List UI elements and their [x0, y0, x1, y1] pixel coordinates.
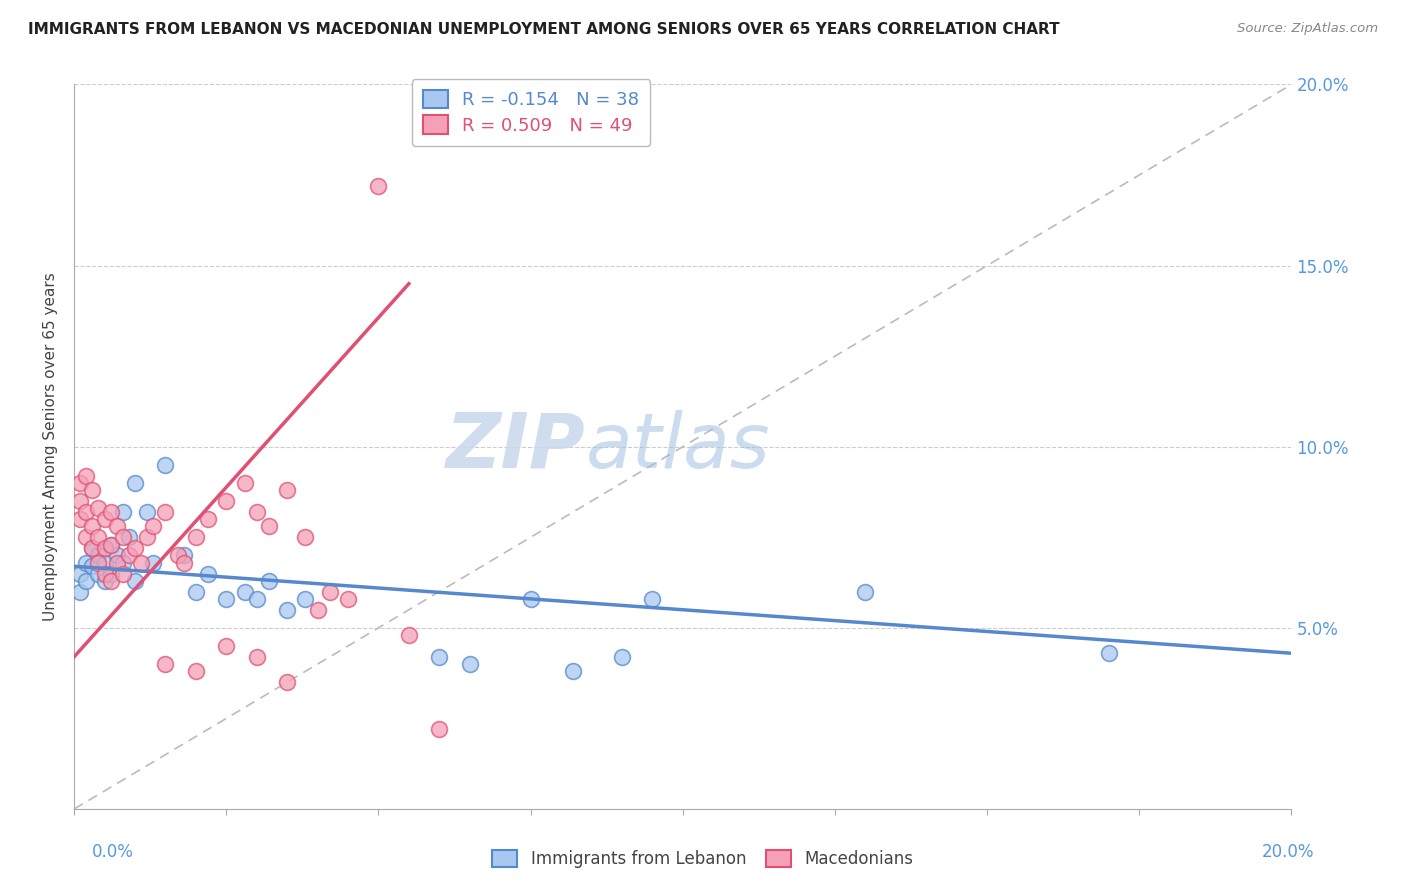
Point — [246, 591, 269, 606]
Point — [276, 483, 298, 498]
Point — [93, 541, 115, 556]
Point — [118, 549, 141, 563]
Point — [184, 530, 207, 544]
Point — [87, 501, 110, 516]
Point — [155, 505, 177, 519]
Point — [69, 566, 91, 581]
Point — [294, 591, 316, 606]
Text: 20.0%: 20.0% — [1263, 843, 1315, 861]
Point — [75, 468, 97, 483]
Point — [93, 556, 115, 570]
Point — [100, 537, 122, 551]
Point — [82, 483, 104, 498]
Point — [155, 458, 177, 472]
Text: 0.0%: 0.0% — [91, 843, 134, 861]
Point — [215, 494, 238, 508]
Point — [142, 519, 165, 533]
Point — [166, 549, 188, 563]
Point — [562, 665, 585, 679]
Point — [294, 530, 316, 544]
Point — [87, 556, 110, 570]
Point — [105, 549, 128, 563]
Point — [111, 556, 134, 570]
Point — [82, 541, 104, 556]
Text: atlas: atlas — [585, 409, 770, 483]
Y-axis label: Unemployment Among Seniors over 65 years: Unemployment Among Seniors over 65 years — [44, 272, 58, 621]
Point — [610, 649, 633, 664]
Point — [100, 566, 122, 581]
Point — [124, 541, 146, 556]
Point — [100, 537, 122, 551]
Point — [136, 505, 159, 519]
Point — [75, 556, 97, 570]
Point — [87, 566, 110, 581]
Point — [173, 549, 195, 563]
Text: IMMIGRANTS FROM LEBANON VS MACEDONIAN UNEMPLOYMENT AMONG SENIORS OVER 65 YEARS C: IMMIGRANTS FROM LEBANON VS MACEDONIAN UN… — [28, 22, 1060, 37]
Point — [105, 519, 128, 533]
Point — [233, 475, 256, 490]
Point — [458, 657, 481, 671]
Point — [111, 505, 134, 519]
Text: ZIP: ZIP — [446, 409, 585, 483]
Point — [427, 649, 450, 664]
Point — [75, 574, 97, 588]
Legend: R = -0.154   N = 38, R = 0.509   N = 49: R = -0.154 N = 38, R = 0.509 N = 49 — [412, 79, 650, 145]
Point — [118, 530, 141, 544]
Point — [155, 657, 177, 671]
Point — [111, 566, 134, 581]
Point — [82, 541, 104, 556]
Point — [69, 584, 91, 599]
Point — [124, 475, 146, 490]
Point — [69, 494, 91, 508]
Point — [307, 603, 329, 617]
Point — [519, 591, 541, 606]
Point — [398, 628, 420, 642]
Point — [93, 574, 115, 588]
Point — [173, 556, 195, 570]
Point — [337, 591, 360, 606]
Point — [641, 591, 664, 606]
Point — [1098, 646, 1121, 660]
Point — [124, 574, 146, 588]
Point — [100, 574, 122, 588]
Legend: Immigrants from Lebanon, Macedonians: Immigrants from Lebanon, Macedonians — [485, 843, 921, 875]
Point — [75, 505, 97, 519]
Point — [197, 566, 219, 581]
Point — [136, 530, 159, 544]
Point — [257, 519, 280, 533]
Point — [111, 530, 134, 544]
Point — [427, 723, 450, 737]
Point — [69, 512, 91, 526]
Point — [129, 556, 152, 570]
Text: Source: ZipAtlas.com: Source: ZipAtlas.com — [1237, 22, 1378, 36]
Point — [257, 574, 280, 588]
Point — [105, 556, 128, 570]
Point — [100, 505, 122, 519]
Point — [276, 603, 298, 617]
Point — [246, 505, 269, 519]
Point — [93, 566, 115, 581]
Point — [246, 649, 269, 664]
Point — [319, 584, 342, 599]
Point — [184, 665, 207, 679]
Point — [82, 559, 104, 574]
Point — [93, 512, 115, 526]
Point — [142, 556, 165, 570]
Point — [197, 512, 219, 526]
Point — [75, 530, 97, 544]
Point — [87, 530, 110, 544]
Point — [276, 675, 298, 690]
Point — [367, 178, 389, 193]
Point — [215, 639, 238, 653]
Point — [82, 519, 104, 533]
Point — [184, 584, 207, 599]
Point — [233, 584, 256, 599]
Point — [215, 591, 238, 606]
Point — [87, 549, 110, 563]
Point — [69, 475, 91, 490]
Point — [853, 584, 876, 599]
